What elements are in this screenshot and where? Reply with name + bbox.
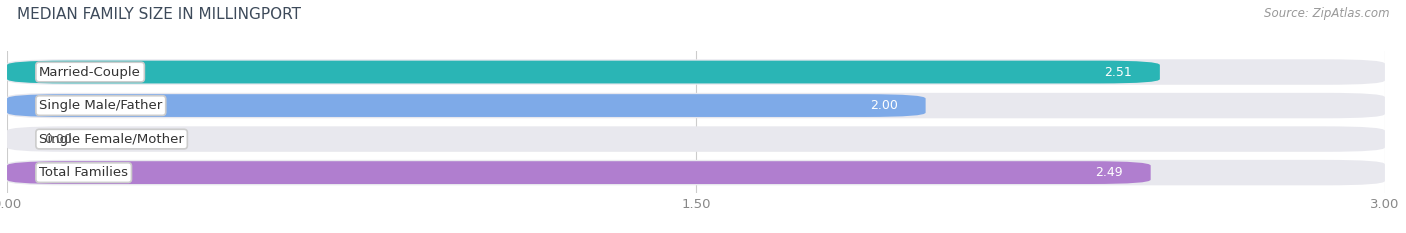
FancyBboxPatch shape xyxy=(7,126,1385,152)
Text: MEDIAN FAMILY SIZE IN MILLINGPORT: MEDIAN FAMILY SIZE IN MILLINGPORT xyxy=(17,7,301,22)
Text: 2.51: 2.51 xyxy=(1105,65,1132,79)
FancyBboxPatch shape xyxy=(7,94,925,117)
FancyBboxPatch shape xyxy=(7,160,1385,185)
Text: 2.00: 2.00 xyxy=(870,99,898,112)
FancyBboxPatch shape xyxy=(7,161,1150,184)
Text: Single Male/Father: Single Male/Father xyxy=(39,99,163,112)
Text: 0.00: 0.00 xyxy=(44,133,72,146)
Text: Source: ZipAtlas.com: Source: ZipAtlas.com xyxy=(1264,7,1389,20)
Text: 2.49: 2.49 xyxy=(1095,166,1123,179)
Text: Married-Couple: Married-Couple xyxy=(39,65,141,79)
FancyBboxPatch shape xyxy=(7,59,1385,85)
FancyBboxPatch shape xyxy=(7,61,1160,83)
Text: Total Families: Total Families xyxy=(39,166,128,179)
FancyBboxPatch shape xyxy=(7,93,1385,118)
Text: Single Female/Mother: Single Female/Mother xyxy=(39,133,184,146)
